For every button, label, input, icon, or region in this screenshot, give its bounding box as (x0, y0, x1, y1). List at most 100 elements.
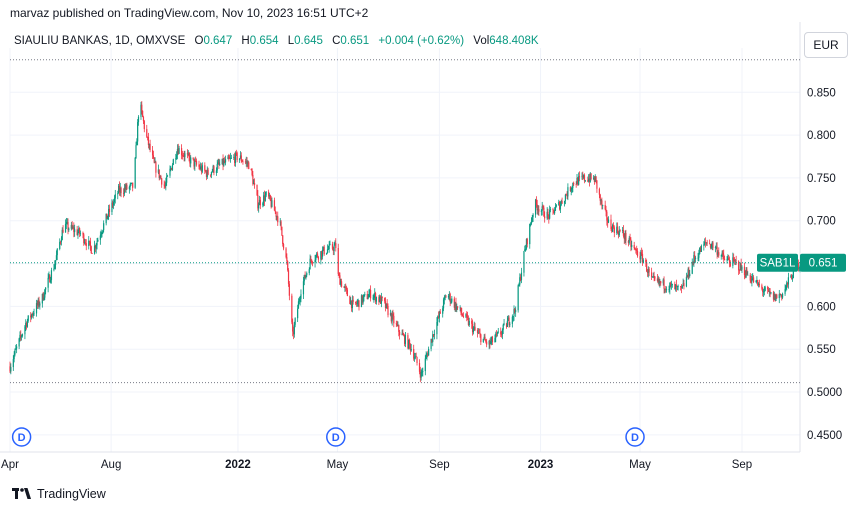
candle-body (428, 348, 430, 356)
candle-body (379, 296, 381, 302)
candle-body (416, 356, 418, 364)
candle-body (302, 281, 305, 295)
candle-body (333, 245, 335, 251)
candle-body (85, 243, 87, 246)
candle-body (210, 174, 212, 176)
candle-body (465, 314, 467, 317)
candle-body (635, 249, 637, 250)
candle-body (721, 252, 723, 256)
candle-body (639, 256, 641, 260)
candle-body (268, 195, 271, 197)
candle-body (188, 153, 190, 157)
candle-body (461, 312, 463, 315)
candle-body (329, 244, 331, 245)
candle-body (74, 229, 76, 233)
candle-body (572, 182, 574, 188)
candle-body (747, 274, 749, 276)
candle-body (462, 316, 465, 317)
candle-body (316, 253, 319, 257)
candle-body (624, 233, 626, 240)
candle-body (105, 213, 107, 224)
candle-body (44, 289, 46, 298)
candle-body (176, 148, 179, 156)
candle-body (328, 244, 330, 250)
candle-body (694, 258, 697, 259)
candle-body (549, 209, 552, 210)
candle-body (703, 244, 705, 246)
candle-body (740, 263, 742, 270)
candle-body (415, 356, 417, 358)
candle-body (683, 283, 685, 287)
dividend-marker (326, 427, 346, 447)
candle-body (590, 173, 592, 180)
candle-body (665, 288, 667, 291)
candle-body (241, 160, 243, 162)
candle-body (473, 326, 475, 328)
candle-body (448, 293, 450, 296)
candle-body (257, 195, 259, 209)
candle-body (169, 168, 171, 176)
candle-body (119, 187, 121, 193)
candle-body (18, 338, 20, 347)
candle-body (326, 252, 328, 255)
candle-body (128, 186, 130, 190)
candle-body (709, 243, 711, 245)
x-tick-label: Sep (732, 459, 752, 471)
candle-body (686, 276, 688, 278)
candle-body (602, 204, 604, 206)
candle-body (363, 294, 365, 298)
candle-body (170, 168, 172, 169)
candle-body (76, 229, 78, 235)
candle-body (598, 188, 600, 195)
candle-body (25, 322, 28, 327)
candle-body (19, 334, 21, 339)
candle-body (525, 248, 527, 250)
candle-body (791, 275, 793, 280)
candle-body (300, 294, 302, 299)
candle-body (711, 242, 713, 247)
candle-body (37, 299, 39, 306)
candle-body (618, 230, 620, 236)
currency-button[interactable]: EUR (804, 32, 848, 58)
candle-body (769, 291, 771, 294)
candle-body (142, 116, 145, 122)
candle-body (67, 222, 69, 230)
candle-body (735, 260, 737, 262)
candle-body (171, 168, 173, 170)
candle-body (680, 286, 682, 287)
candle-body (565, 194, 567, 196)
last-price-tag-label: 0.651 (809, 258, 838, 270)
candle-body (321, 251, 323, 257)
candle-body (509, 323, 511, 325)
candle-body (180, 148, 183, 156)
candle-body (408, 339, 410, 349)
candle-body (210, 172, 213, 175)
candle-body (16, 346, 18, 349)
dividend-marker (11, 427, 32, 447)
candle-body (506, 320, 508, 327)
candle-body (195, 160, 198, 165)
price-chart[interactable]: 0.45000.50000.5500.6000.6500.7000.7500.8… (0, 0, 864, 480)
candle-body (548, 214, 550, 219)
candle-body (583, 175, 586, 181)
candle-body (323, 246, 325, 255)
candle-body (433, 334, 436, 336)
candle-body (426, 354, 428, 356)
candle-body (623, 235, 625, 240)
candle-body (291, 295, 293, 323)
candle-body (247, 162, 249, 164)
candle-body (39, 303, 41, 306)
candle-body (403, 334, 405, 336)
candle-body (471, 323, 474, 333)
candle-body (490, 341, 492, 344)
candle-body (233, 157, 235, 158)
candle-body (306, 273, 308, 276)
candle-body (108, 208, 110, 217)
candle-body (664, 288, 666, 290)
candle-body (303, 274, 305, 282)
candle-body (33, 313, 35, 315)
candle-body (511, 316, 513, 324)
candle-body (663, 279, 665, 289)
candle-body (670, 282, 672, 285)
candle-body (507, 317, 509, 321)
